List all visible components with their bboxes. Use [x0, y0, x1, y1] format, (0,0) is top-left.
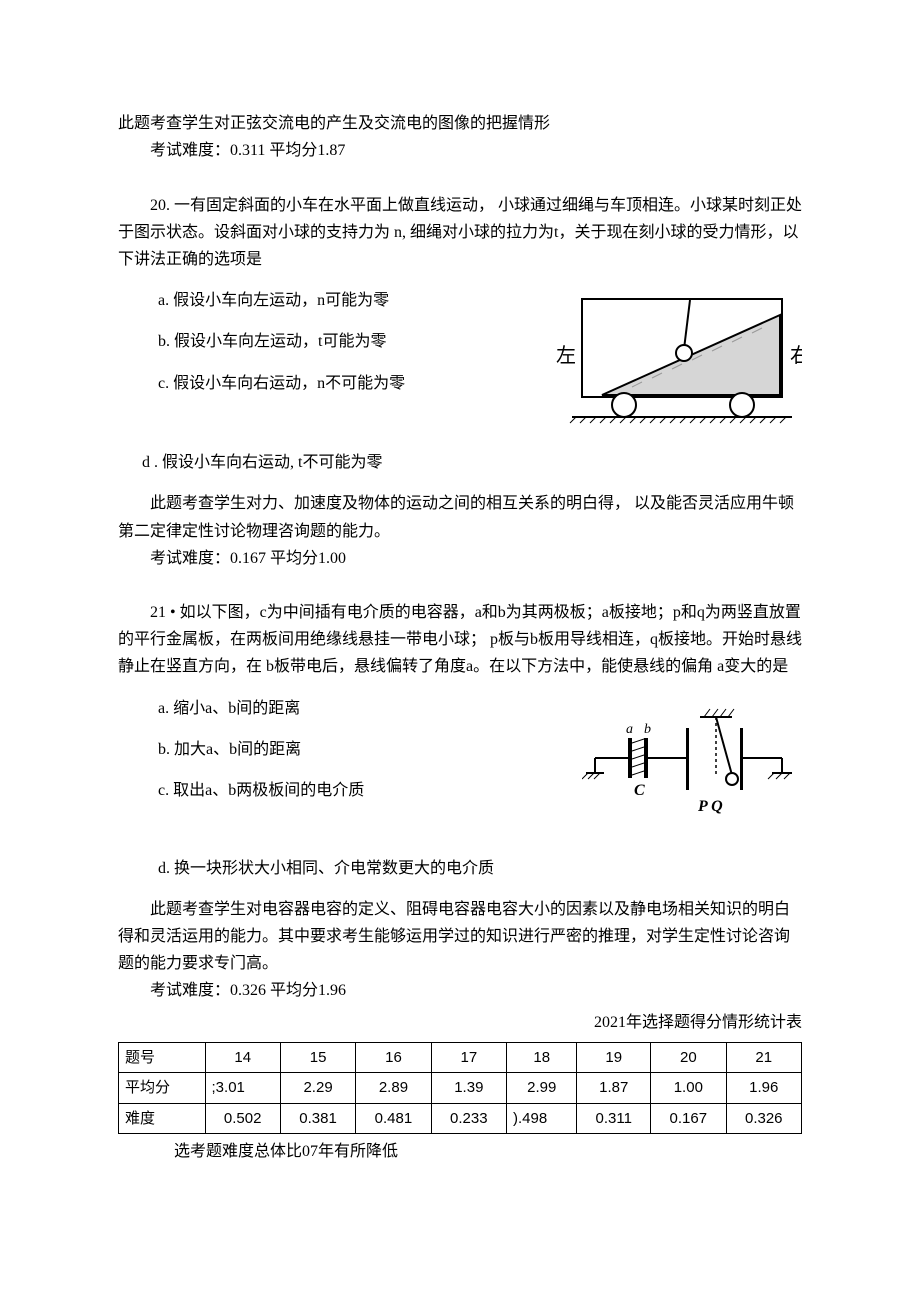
th-8: 21	[726, 1042, 801, 1073]
q21-label-PQ: P Q	[697, 798, 723, 815]
q21-figure: a b C	[582, 703, 802, 833]
q21-opt-d: d. 换一块形状大小相同、介电常数更大的电介质	[158, 855, 802, 882]
avg-4: 2.99	[507, 1073, 577, 1104]
q21-label-C: C	[634, 782, 645, 799]
q21-label-a: a	[626, 722, 633, 737]
intro-line: 此题考查学生对正弦交流电的产生及交流电的图像的把握情形	[118, 110, 802, 137]
tail-note: 选考题难度总体比07年有所降低	[118, 1138, 802, 1165]
diff-0: 0.502	[205, 1103, 280, 1134]
q20-left-label: 左	[556, 344, 576, 367]
q20-right-label: 右	[790, 344, 802, 367]
diff-1: 0.381	[280, 1103, 355, 1134]
q21-analysis: 此题考查学生对电容器电容的定义、阻碍电容器电容大小的因素以及静电场相关知识的明白…	[118, 896, 802, 978]
diff-2: 0.481	[356, 1103, 431, 1134]
diff-7: 0.326	[726, 1103, 801, 1134]
avg-6: 1.00	[651, 1073, 726, 1104]
stats-table: 题号 14 15 16 17 18 19 20 21 平均分 ;3.01 2.2…	[118, 1042, 802, 1135]
intro-stats: 考试难度：0.311 平均分1.87	[118, 137, 802, 164]
th-0: 题号	[119, 1042, 206, 1073]
q20-stats: 考试难度：0.167 平均分1.00	[118, 545, 802, 572]
th-2: 15	[280, 1042, 355, 1073]
table-row: 平均分 ;3.01 2.29 2.89 1.39 2.99 1.87 1.00 …	[119, 1073, 802, 1104]
diff-label: 难度	[119, 1103, 206, 1134]
q20-opt-d: d . 假设小车向右运动, t不可能为零	[142, 449, 802, 476]
avg-5: 1.87	[577, 1073, 651, 1104]
table-row: 难度 0.502 0.381 0.481 0.233 ).498 0.311 0…	[119, 1103, 802, 1134]
avg-label: 平均分	[119, 1073, 206, 1104]
avg-2: 2.89	[356, 1073, 431, 1104]
th-6: 19	[577, 1042, 651, 1073]
th-1: 14	[205, 1042, 280, 1073]
q21-stem: 21 • 如以下图，c为中间插有电介质的电容器，a和b为其两极板；a板接地；p和…	[118, 599, 802, 681]
q20-figure: 左 右	[542, 287, 802, 427]
avg-7: 1.96	[726, 1073, 801, 1104]
th-3: 16	[356, 1042, 431, 1073]
diff-6: 0.167	[651, 1103, 726, 1134]
q20-stem: 20. 一有固定斜面的小车在水平面上做直线运动， 小球通过细绳与车顶相连。小球某…	[118, 192, 802, 274]
q20-body: 左 右 a. 假设小车向左运动，n可能为零 b. 假设小车向左运动，t可能为零 …	[118, 287, 802, 476]
diff-4: ).498	[507, 1103, 577, 1134]
q21-body: a b C	[118, 695, 802, 882]
th-4: 17	[431, 1042, 506, 1073]
diff-5: 0.311	[577, 1103, 651, 1134]
avg-3: 1.39	[431, 1073, 506, 1104]
avg-1: 2.29	[280, 1073, 355, 1104]
th-5: 18	[507, 1042, 577, 1073]
page: 此题考查学生对正弦交流电的产生及交流电的图像的把握情形 考试难度：0.311 平…	[0, 0, 920, 1225]
diff-3: 0.233	[431, 1103, 506, 1134]
q21-label-b: b	[644, 722, 651, 737]
stats-table-title: 2021年选择题得分情形统计表	[118, 1009, 802, 1036]
q21-stats: 考试难度：0.326 平均分1.96	[118, 977, 802, 1004]
avg-0: ;3.01	[205, 1073, 280, 1104]
q20-analysis: 此题考查学生对力、加速度及物体的运动之间的相互关系的明白得， 以及能否灵活应用牛…	[118, 490, 802, 544]
table-row: 题号 14 15 16 17 18 19 20 21	[119, 1042, 802, 1073]
th-7: 20	[651, 1042, 726, 1073]
